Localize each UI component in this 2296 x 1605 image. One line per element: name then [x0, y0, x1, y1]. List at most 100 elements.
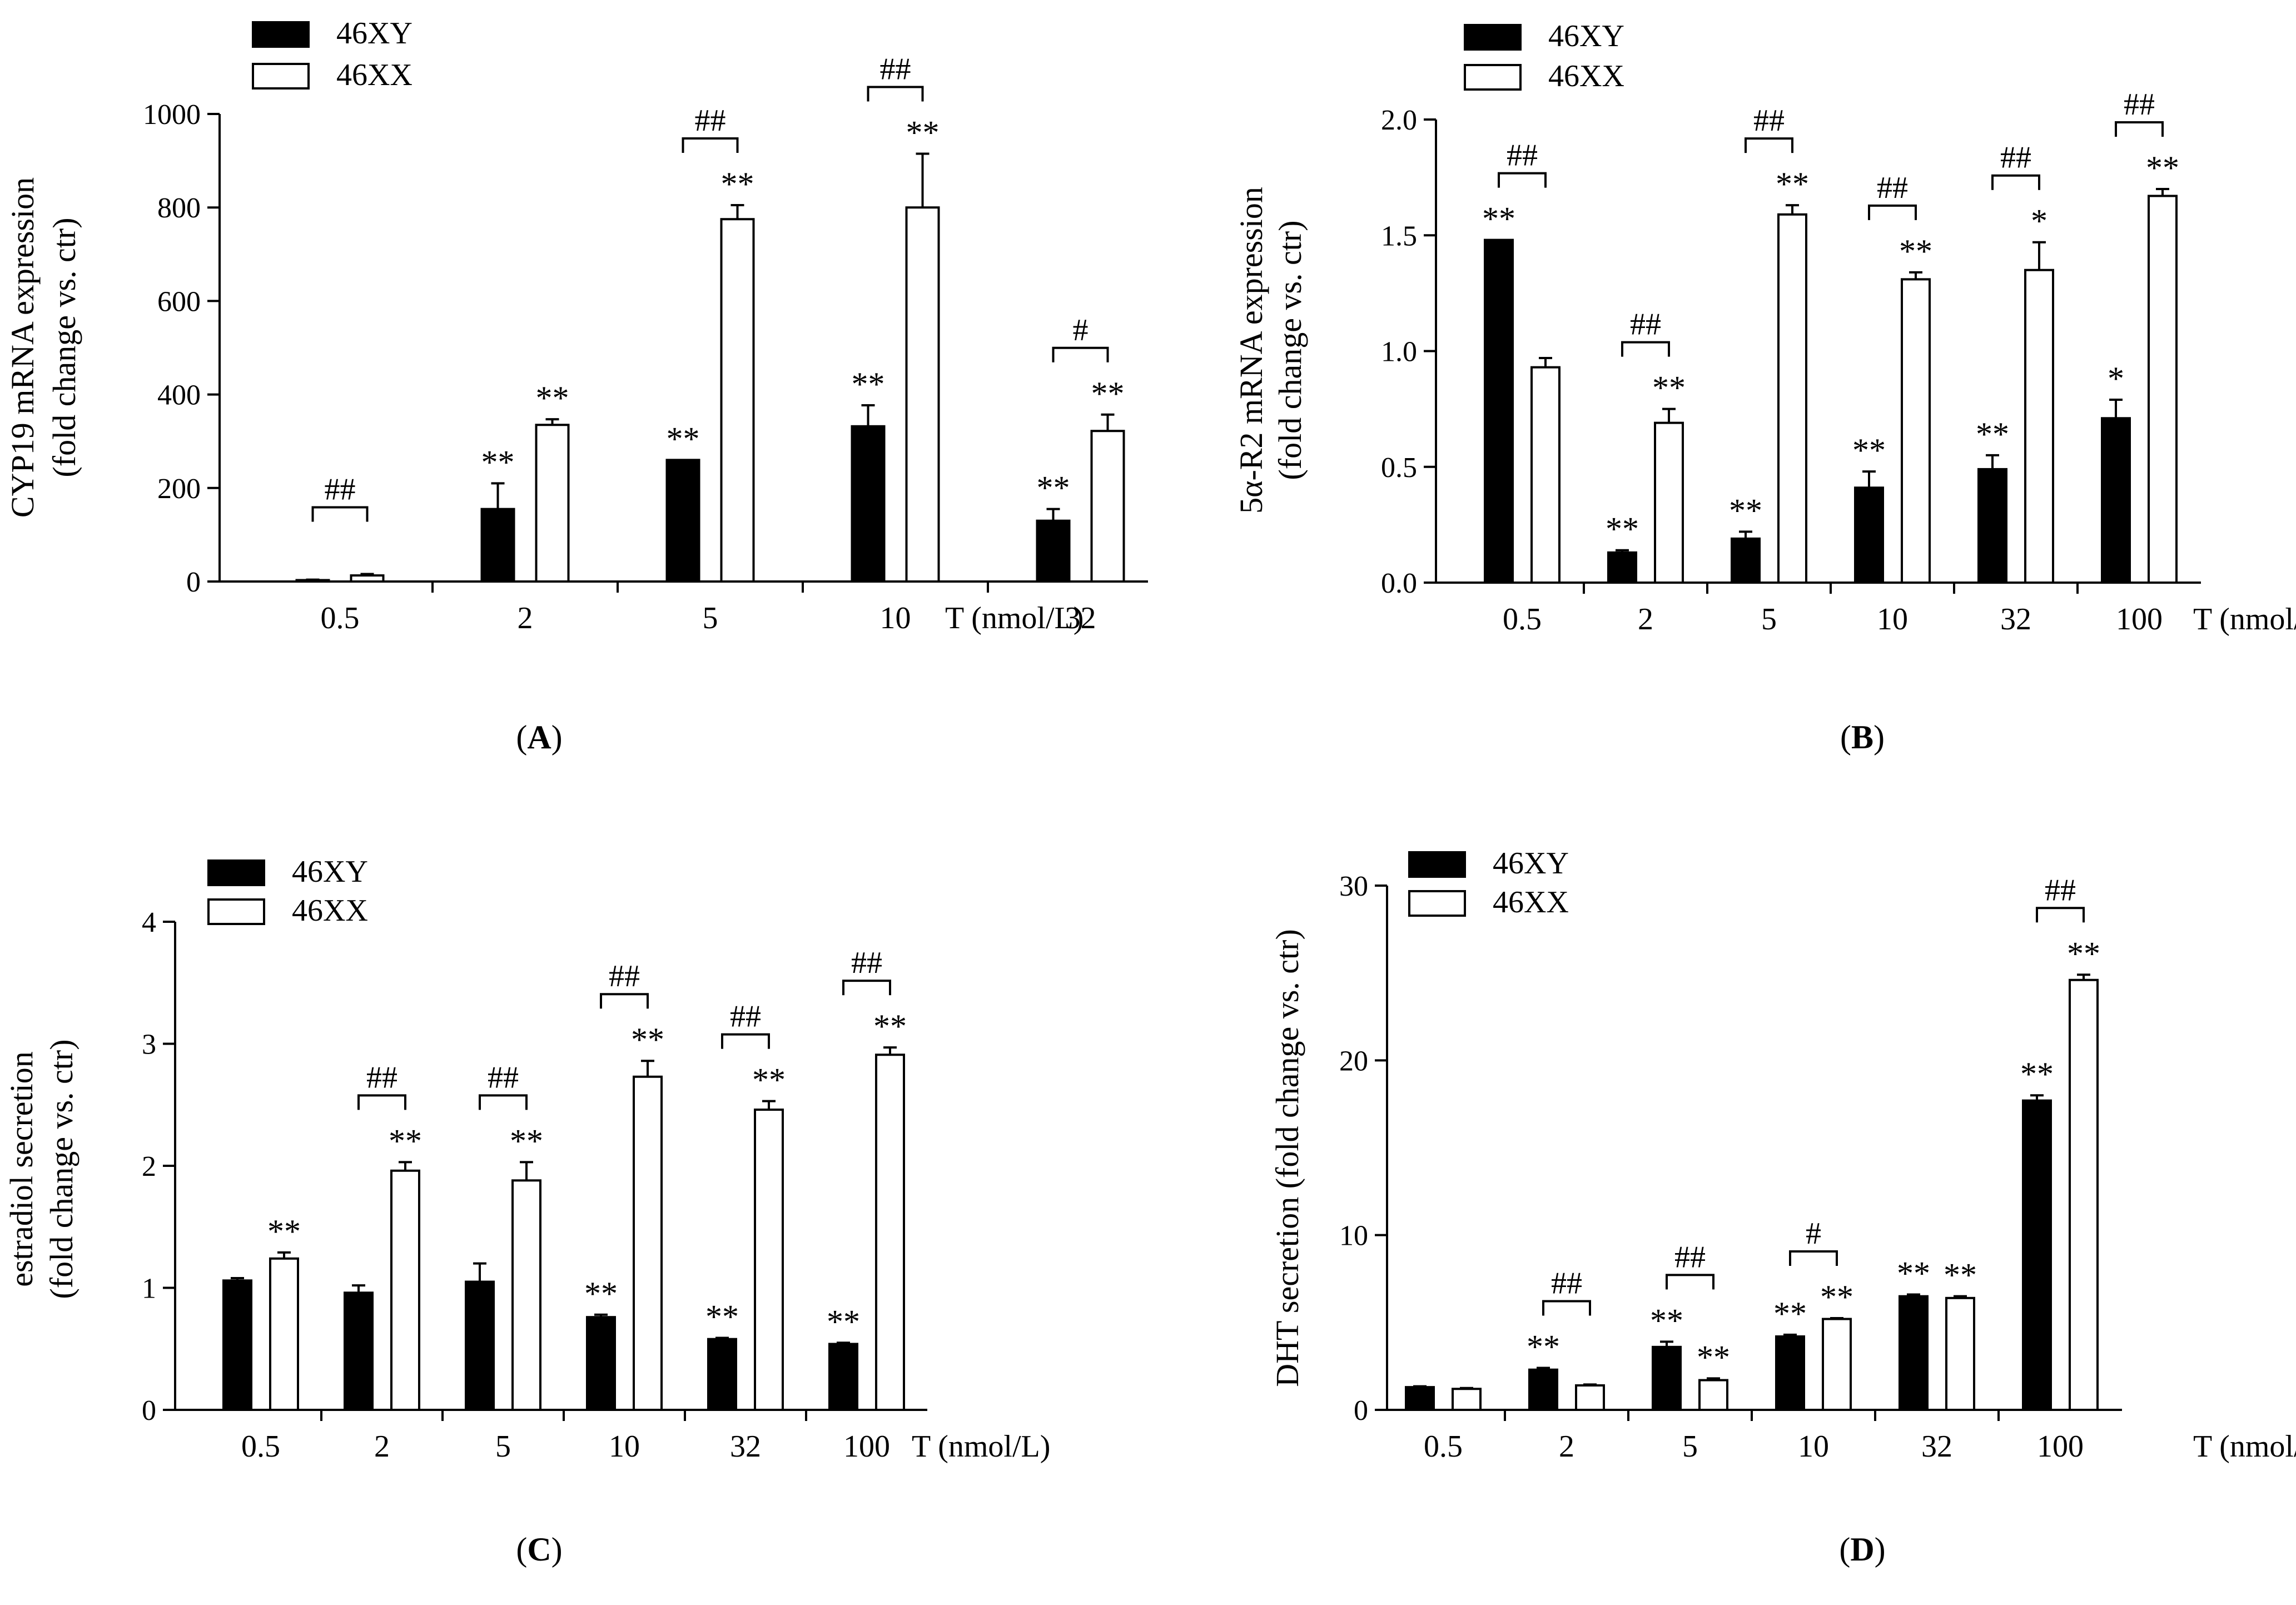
comparison-bracket-b [1991, 174, 2040, 190]
x-tick-label-d: 5 [1682, 1429, 1698, 1464]
significance-label-c: ** [873, 1008, 907, 1045]
y-tick-label-a: 800 [157, 192, 201, 224]
panel-a-letter: A [527, 719, 551, 756]
panel-b: 0.0 0.5 1.0 1.5 2.0 0.5 ** ## 2 ** ** ## 5 ** ** ## 10 **… [1148, 0, 2296, 802]
comparison-bracket-c [842, 980, 891, 996]
x-tick-label-d: 2 [1559, 1429, 1574, 1464]
panel-c: 0 1 2 3 4 0.5 ** 2 ** ## 5 ** ## 10 ** ** ## 32 ** ** ## 100 *… [0, 802, 1148, 1604]
x-tick-label-b: 0.5 [1503, 602, 1542, 637]
significance-label-a: ** [481, 444, 515, 480]
bar-46XY-d [1405, 1386, 1435, 1412]
x-tick-label-d: 10 [1798, 1429, 1829, 1464]
y-tick-label-b: 1.5 [1381, 220, 1417, 252]
significance-label-a: ** [852, 366, 885, 403]
panel-d-caption: (D) [1839, 1531, 1886, 1568]
significance-label-d: ** [2020, 1056, 2054, 1092]
significance-label-b: ** [1852, 432, 1886, 469]
bar-46XY-a [665, 459, 700, 583]
significance-label-a: ** [906, 114, 940, 151]
significance-label-d: ** [1820, 1279, 1853, 1315]
significance-label-a: ** [1037, 470, 1070, 506]
legend-swatch-46XY-a [252, 21, 310, 48]
y-tick-label-a: 0 [186, 567, 201, 598]
comparison-bracket-b [1621, 341, 1670, 357]
bracket-label-a: ## [695, 103, 726, 138]
chart-c-svg: 0 1 2 3 4 0.5 ** 2 ** ## 5 ** ## 10 ** ** ## 32 ** ** ## 100 *… [3, 854, 1050, 1464]
legend-label-46XX-b: 46XX [1548, 59, 1624, 93]
bar-46XX-a [1090, 430, 1125, 583]
y-tick-label-d: 20 [1339, 1045, 1368, 1077]
legend-swatch-46XX-d [1408, 890, 1466, 917]
significance-label-d: ** [1697, 1339, 1730, 1375]
x-tick-label-a: 32 [1065, 601, 1096, 635]
significance-label-b: ** [1976, 416, 2009, 453]
legend-swatch-46XY-d [1408, 851, 1466, 878]
chart-a-svg: 0 200 400 600 800 1000 0.5 ## 2 ** ** 5 ** ** ## 10 ** **… [4, 16, 1148, 635]
bar-46XY-b [2101, 417, 2131, 584]
comparison-bracket-b [1868, 204, 1917, 220]
significance-label-c: ** [510, 1122, 543, 1159]
bracket-label-c: ## [730, 1000, 761, 1034]
bar-46XX-a [535, 424, 570, 583]
chart-d-svg: 0 10 20 30 0.5 2 ** ## 5 ** ** ## 10 ** ** #32 ** ** 100 **… [1269, 846, 2296, 1464]
bar-46XX-a [350, 574, 385, 583]
bar-46XY-d [1652, 1345, 1682, 1412]
legend-label-46XX-d: 46XX [1493, 885, 1569, 920]
legend-label-46XX-a: 46XX [336, 58, 413, 92]
comparison-bracket-a [867, 86, 924, 102]
x-tick-label-b: 5 [1761, 602, 1777, 637]
bracket-label-d: # [1806, 1216, 1821, 1251]
comparison-bracket-b [1498, 172, 1547, 188]
bracket-label-d: ## [2045, 873, 2076, 907]
bracket-label-d: ## [1674, 1240, 1706, 1274]
chart-b-svg: 0.00.51.01.52.00.5**##2****##5****##10**… [1233, 19, 2296, 637]
panel-a-caption: (A) [516, 719, 563, 756]
panel-a: 0 200 400 600 800 1000 0.5 ## 2 ** ** 5 ** ** ## 10 ** **… [0, 0, 1148, 802]
x-tick-label-a: 2 [518, 601, 533, 635]
significance-label-b: ** [1652, 370, 1686, 406]
panel-b-letter: B [1851, 719, 1874, 756]
bar-46XX-d [1822, 1318, 1852, 1412]
y-axis-label-c: estradiol secretion [3, 1051, 39, 1287]
significance-label-b: ** [2146, 150, 2179, 186]
y-tick-label-d: 30 [1339, 871, 1368, 902]
y-tick-label-c: 4 [142, 907, 156, 938]
bar-46XX-a [720, 218, 755, 583]
x-axis-label-a: T (nmol/L) [945, 601, 1084, 635]
bar-46XX-b [1901, 278, 1931, 584]
y-axis-label-2-a: (fold change vs. ctr) [46, 217, 82, 477]
bar-46XX-b [1530, 366, 1561, 584]
y-tick-label-c: 3 [142, 1029, 156, 1061]
bar-46XX-d [2069, 978, 2099, 1411]
bar-46XX-d [1575, 1384, 1605, 1411]
bracket-label-c: ## [609, 959, 640, 993]
x-tick-label-d: 100 [2037, 1429, 2084, 1464]
y-tick-label-d: 10 [1339, 1220, 1368, 1252]
significance-label-c: ** [752, 1062, 786, 1099]
significance-label-a: ** [536, 380, 569, 416]
bracket-label-b: ## [1630, 307, 1661, 342]
comparison-bracket-a [311, 506, 369, 522]
bar-46XX-c [390, 1169, 420, 1412]
bar-46XY-a [480, 508, 515, 583]
panel-d: 0 10 20 30 0.5 2 ** ## 5 ** ** ## 10 ** ** #32 ** ** 100 **… [1148, 802, 2296, 1604]
significance-label-b: * [2031, 203, 2047, 240]
bracket-label-c: ## [366, 1060, 397, 1095]
bar-46XX-d [1452, 1388, 1482, 1412]
legend-label-46XY-d: 46XY [1493, 846, 1569, 881]
bar-46XX-c [511, 1179, 541, 1412]
panel-b-caption: (B) [1840, 719, 1885, 756]
significance-label-b: ** [1606, 511, 1639, 548]
bar-46XY-b [1607, 551, 1637, 584]
y-tick-label-a: 400 [157, 380, 201, 411]
bar-46XY-c [828, 1343, 858, 1411]
x-axis-label-c: T (nmol/L) [912, 1429, 1050, 1464]
significance-label-d: ** [1527, 1329, 1560, 1365]
bar-46XY-c [586, 1316, 616, 1411]
comparison-bracket-d [1789, 1250, 1838, 1266]
comparison-bracket-c [357, 1094, 406, 1110]
comparison-bracket-a [1052, 346, 1109, 362]
bar-46XX-b [2148, 195, 2178, 584]
y-tick-label-b: 2.0 [1381, 105, 1417, 136]
x-axis-label-d: T (nmol/L) [2193, 1429, 2296, 1464]
